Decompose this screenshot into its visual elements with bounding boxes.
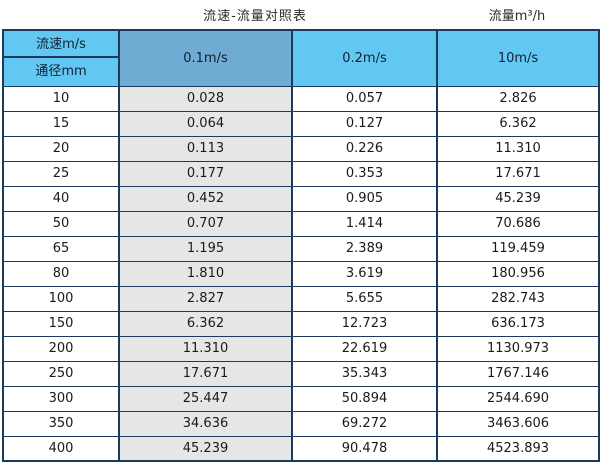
column-header-10ms: 10m/s: [436, 29, 600, 87]
value-cell: 2544.690: [436, 385, 600, 412]
value-cell: 0.452: [118, 185, 293, 212]
corner-top-label: 流速m/s: [4, 31, 118, 59]
value-cell: 4523.893: [436, 435, 600, 462]
column-header-0-2ms: 0.2m/s: [291, 29, 438, 87]
value-cell: 119.459: [436, 235, 600, 262]
title-bar: 流速-流量对照表 流量m³/h: [0, 0, 600, 29]
value-cell: 6.362: [436, 110, 600, 137]
table-row: 25 0.177 0.353 17.671: [2, 160, 600, 187]
value-cell: 11.310: [436, 135, 600, 162]
value-cell: 0.177: [118, 160, 293, 187]
value-cell: 69.272: [291, 410, 438, 437]
value-cell: 25.447: [118, 385, 293, 412]
value-cell: 0.353: [291, 160, 438, 187]
value-cell: 5.655: [291, 285, 438, 312]
value-cell: 180.956: [436, 260, 600, 287]
column-header-0-1ms: 0.1m/s: [118, 29, 293, 87]
dn-cell: 250: [2, 360, 120, 387]
value-cell: 50.894: [291, 385, 438, 412]
value-cell: 17.671: [118, 360, 293, 387]
value-cell: 22.619: [291, 335, 438, 362]
dn-cell: 10: [2, 85, 120, 112]
dn-cell: 100: [2, 285, 120, 312]
value-cell: 17.671: [436, 160, 600, 187]
value-cell: 35.343: [291, 360, 438, 387]
dn-cell: 40: [2, 185, 120, 212]
table-row: 65 1.195 2.389 119.459: [2, 235, 600, 262]
table-row: 250 17.671 35.343 1767.146: [2, 360, 600, 387]
value-cell: 0.226: [291, 135, 438, 162]
flow-rate-table: 流速m/s 通径mm 0.1m/s 0.2m/s 10m/s 10 0.028 …: [2, 29, 600, 462]
value-cell: 2.826: [436, 85, 600, 112]
value-cell: 2.389: [291, 235, 438, 262]
value-cell: 0.113: [118, 135, 293, 162]
value-cell: 0.028: [118, 85, 293, 112]
value-cell: 3463.606: [436, 410, 600, 437]
header-row: 流速m/s 通径mm 0.1m/s 0.2m/s 10m/s: [2, 29, 600, 87]
dn-cell: 80: [2, 260, 120, 287]
table-row: 15 0.064 0.127 6.362: [2, 110, 600, 137]
value-cell: 0.127: [291, 110, 438, 137]
value-cell: 1.195: [118, 235, 293, 262]
unit-label: 流量m³/h: [488, 9, 546, 24]
table-row: 80 1.810 3.619 180.956: [2, 260, 600, 287]
value-cell: 45.239: [436, 185, 600, 212]
dn-cell: 65: [2, 235, 120, 262]
dn-cell: 200: [2, 335, 120, 362]
corner-bottom-label: 通径mm: [35, 64, 87, 80]
value-cell: 70.686: [436, 210, 600, 237]
value-cell: 45.239: [118, 435, 293, 462]
value-cell: 34.636: [118, 410, 293, 437]
value-cell: 1767.146: [436, 360, 600, 387]
table-row: 200 11.310 22.619 1130.973: [2, 335, 600, 362]
table-row: 20 0.113 0.226 11.310: [2, 135, 600, 162]
dn-cell: 15: [2, 110, 120, 137]
table-row: 100 2.827 5.655 282.743: [2, 285, 600, 312]
dn-cell: 150: [2, 310, 120, 337]
value-cell: 0.707: [118, 210, 293, 237]
corner-cell: 流速m/s 通径mm: [2, 29, 120, 87]
value-cell: 12.723: [291, 310, 438, 337]
dn-cell: 400: [2, 435, 120, 462]
table-row: 40 0.452 0.905 45.239: [2, 185, 600, 212]
dn-cell: 50: [2, 210, 120, 237]
dn-cell: 20: [2, 135, 120, 162]
value-cell: 3.619: [291, 260, 438, 287]
value-cell: 0.057: [291, 85, 438, 112]
value-cell: 1130.973: [436, 335, 600, 362]
value-cell: 0.064: [118, 110, 293, 137]
dn-cell: 25: [2, 160, 120, 187]
table-row: 50 0.707 1.414 70.686: [2, 210, 600, 237]
value-cell: 11.310: [118, 335, 293, 362]
table-row: 350 34.636 69.272 3463.606: [2, 410, 600, 437]
value-cell: 0.905: [291, 185, 438, 212]
value-cell: 6.362: [118, 310, 293, 337]
dn-cell: 300: [2, 385, 120, 412]
value-cell: 1.810: [118, 260, 293, 287]
table-row: 10 0.028 0.057 2.826: [2, 85, 600, 112]
value-cell: 90.478: [291, 435, 438, 462]
value-cell: 282.743: [436, 285, 600, 312]
table-row: 300 25.447 50.894 2544.690: [2, 385, 600, 412]
dn-cell: 350: [2, 410, 120, 437]
table-title: 流速-流量对照表: [203, 9, 307, 24]
value-cell: 2.827: [118, 285, 293, 312]
table-row: 150 6.362 12.723 636.173: [2, 310, 600, 337]
value-cell: 636.173: [436, 310, 600, 337]
value-cell: 1.414: [291, 210, 438, 237]
table-row: 400 45.239 90.478 4523.893: [2, 435, 600, 462]
